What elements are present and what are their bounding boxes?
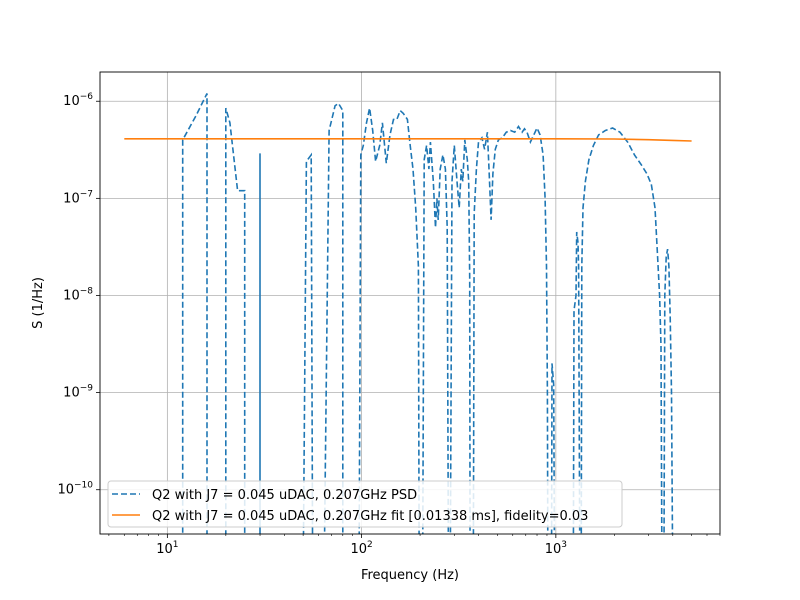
plot-area [124, 93, 692, 534]
y-tick-label: 10−9 [63, 384, 93, 401]
y-tick-label: 10−6 [63, 92, 93, 109]
x-axis: 101 102 103 [108, 534, 721, 557]
y-axis-label: S (1/Hz) [31, 277, 46, 329]
legend: Q2 with J7 = 0.045 uDAC, 0.207GHz PSD Q2… [107, 480, 623, 528]
legend-psd-label: Q2 with J7 = 0.045 uDAC, 0.207GHz PSD [152, 488, 417, 503]
y-tick-label: 10−8 [63, 286, 93, 303]
x-tick-label: 102 [350, 540, 372, 557]
x-axis-label: Frequency (Hz) [361, 568, 459, 583]
fit-series-line [124, 138, 692, 142]
psd-series-line [181, 93, 674, 534]
legend-fit-label: Q2 with J7 = 0.045 uDAC, 0.207GHz fit [0… [152, 509, 588, 524]
plot-frame [99, 71, 721, 535]
x-tick-label: 103 [545, 540, 567, 557]
legend-frame [107, 480, 623, 528]
x-tick-label: 101 [156, 540, 178, 557]
y-axis: 10−10 10−9 10−8 10−7 10−6 [57, 92, 100, 498]
y-tick-label: 10−10 [57, 481, 93, 498]
y-tick-label: 10−7 [63, 189, 93, 206]
